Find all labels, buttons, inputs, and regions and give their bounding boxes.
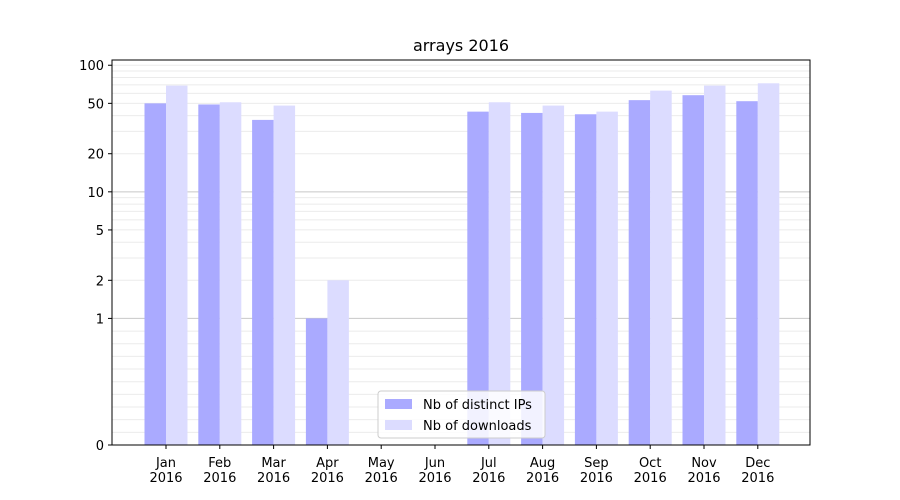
bar	[467, 111, 489, 445]
x-tick-label-year: 2016	[203, 471, 236, 486]
bars	[144, 83, 780, 446]
x-tick-label-month: Sep	[584, 456, 609, 471]
x-tick-label-year: 2016	[741, 471, 774, 486]
y-tick-label: 5	[96, 224, 104, 239]
x-tick-label-month: Jan	[155, 456, 176, 471]
x-tick-label-month: Jun	[424, 456, 445, 471]
x-tick-label-year: 2016	[472, 471, 505, 486]
x-tick-label-month: May	[368, 456, 395, 471]
bar	[252, 119, 274, 445]
y-tick-label: 0	[96, 439, 104, 454]
x-tick-label-month: Dec	[745, 456, 770, 471]
x-tick-label-month: Feb	[208, 456, 231, 471]
y-tick-label: 2	[96, 274, 104, 289]
y-tick-label: 1	[96, 312, 104, 327]
y-tick-label: 50	[87, 97, 104, 112]
x-tick-label-month: Apr	[316, 456, 339, 471]
plot-frame	[111, 59, 811, 446]
legend-label: Nb of distinct IPs	[423, 398, 532, 413]
bar	[166, 85, 188, 445]
x-tick-label-year: 2016	[257, 471, 290, 486]
x-tick-label-month: Oct	[639, 456, 661, 471]
x-tick-label-year: 2016	[365, 471, 398, 486]
bar	[144, 103, 166, 445]
bar	[628, 100, 651, 445]
y-tick-label: 100	[79, 59, 104, 74]
x-tick-label-year: 2016	[526, 471, 559, 486]
x-tick-label-year: 2016	[311, 471, 344, 486]
bar	[704, 85, 726, 445]
x-axis: Jan2016Feb2016Mar2016Apr2016May2016Jun20…	[149, 445, 774, 486]
x-tick-label-month: Jul	[480, 456, 497, 471]
x-tick-label-year: 2016	[580, 471, 613, 486]
x-tick-label-month: Aug	[530, 456, 555, 471]
bar	[521, 112, 543, 446]
chart-title: arrays 2016	[413, 36, 509, 55]
bar	[219, 102, 242, 445]
x-tick-label-year: 2016	[418, 471, 451, 486]
y-axis: 0 1 2 5 10 20 50 100	[79, 59, 112, 454]
bar	[736, 101, 758, 446]
x-tick-label-month: Nov	[691, 456, 717, 471]
x-tick-label-month: Mar	[261, 456, 286, 471]
legend-swatch	[385, 420, 412, 430]
x-tick-label-year: 2016	[149, 471, 182, 486]
legend: Nb of distinct IPs Nb of downloads	[377, 390, 546, 439]
bar	[542, 105, 565, 446]
bar	[650, 90, 672, 445]
bar	[305, 318, 328, 445]
bar	[488, 102, 511, 445]
bar	[682, 95, 704, 445]
bar	[327, 280, 349, 445]
bar	[198, 104, 220, 445]
bar	[596, 111, 618, 445]
legend-label: Nb of downloads	[423, 419, 532, 434]
legend-box	[377, 390, 546, 439]
x-tick-label-year: 2016	[634, 471, 667, 486]
legend-swatch	[385, 399, 412, 409]
bar	[574, 114, 597, 445]
bar	[757, 83, 780, 445]
x-tick-label-year: 2016	[687, 471, 720, 486]
bar	[273, 105, 296, 446]
y-tick-label: 20	[87, 148, 104, 163]
y-tick-label: 10	[87, 186, 104, 201]
